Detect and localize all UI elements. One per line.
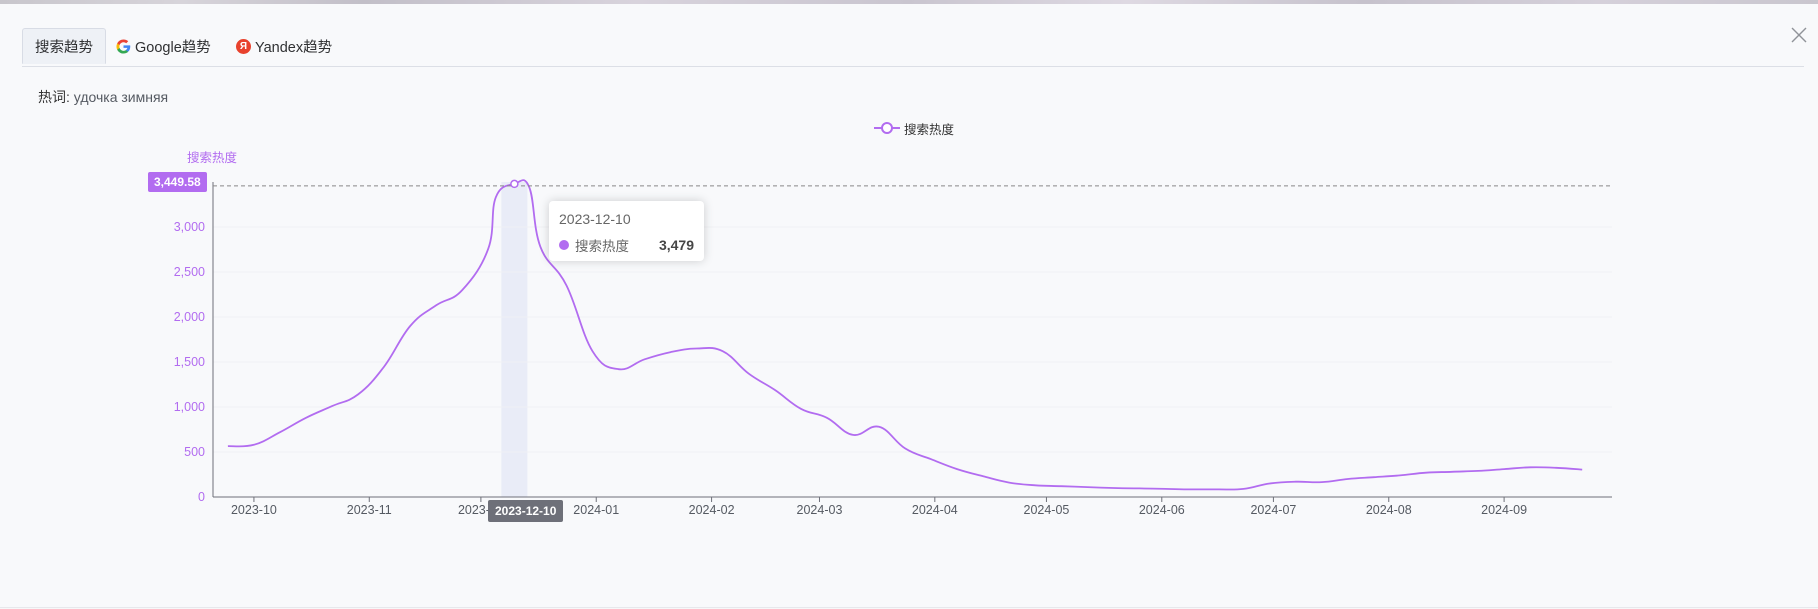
series-line [227, 179, 1583, 491]
legend-label: 搜索热度 [904, 122, 955, 137]
chart-tooltip: 2023-12-10 搜索热度 3,479 [549, 201, 704, 261]
x-tick-label: 2024-02 [689, 503, 735, 517]
tab-search-trend[interactable]: 搜索趋势 [22, 28, 106, 64]
tab-yandex-trend[interactable]: Я Yandex趋势 [236, 28, 332, 65]
y-tick-label: 1,000 [174, 400, 205, 414]
y-tick-label: 3,000 [174, 220, 205, 234]
x-tick-label: 2024-09 [1481, 503, 1527, 517]
y-tick-label: 0 [198, 490, 205, 504]
y-tick-label: 1,500 [174, 355, 205, 369]
y-tick-label: 2,000 [174, 310, 205, 324]
tab-bar: 搜索趋势 Google趋势 Я Yandex趋势 [22, 28, 1804, 67]
hovered-data-point [510, 179, 519, 189]
x-tick-label: 2023-10 [231, 503, 277, 517]
x-tick-label: 2024-03 [797, 503, 843, 517]
x-tick-label: 2024-04 [912, 503, 958, 517]
tab-label: Google趋势 [135, 40, 211, 56]
keyword-line: 热词: удочка зимняя [38, 87, 168, 107]
tooltip-value: 3,479 [658, 237, 694, 253]
x-tick-label: 2023-11 [347, 503, 392, 517]
y-axis-title: 搜索热度 [187, 151, 238, 165]
tab-google-trend[interactable]: Google趋势 [116, 28, 211, 65]
y-tick-label: 2,500 [174, 265, 205, 279]
series-dot-icon [559, 240, 569, 250]
trend-modal: 搜索趋势 Google趋势 Я Yandex趋势 热词: удочка зимн… [0, 4, 1818, 608]
tab-label: Yandex趋势 [255, 40, 333, 56]
x-axis-pointer-label: 2023-12-10 [488, 500, 564, 522]
yandex-icon: Я [236, 39, 251, 54]
x-tick-label: 2024-05 [1024, 503, 1070, 517]
tab-label: 搜索趋势 [35, 39, 93, 56]
tooltip-date: 2023-12-10 [559, 211, 631, 227]
y-tick-label: 500 [184, 445, 205, 459]
keyword-value: удочка зимняя [73, 89, 169, 105]
google-icon [116, 39, 131, 54]
x-tick-label: 2024-07 [1250, 503, 1296, 517]
hover-band [501, 182, 528, 497]
close-button[interactable] [1788, 24, 1810, 46]
x-tick-label: 2024-08 [1366, 503, 1412, 517]
legend-line-marker-icon [874, 122, 900, 134]
x-tick-label: 2024-01 [573, 503, 619, 517]
backdrop-strip [0, 0, 1818, 4]
close-icon [1791, 27, 1807, 43]
tooltip-series-name: 搜索热度 [575, 239, 629, 254]
x-tick-label: 2024-06 [1139, 503, 1185, 517]
y-axis-pointer-label: 3,449.58 [148, 172, 207, 192]
tooltip-row: 搜索热度 3,479 [559, 235, 694, 255]
keyword-label: 热词: [38, 89, 70, 105]
chart-legend[interactable]: 搜索热度 [874, 120, 955, 137]
